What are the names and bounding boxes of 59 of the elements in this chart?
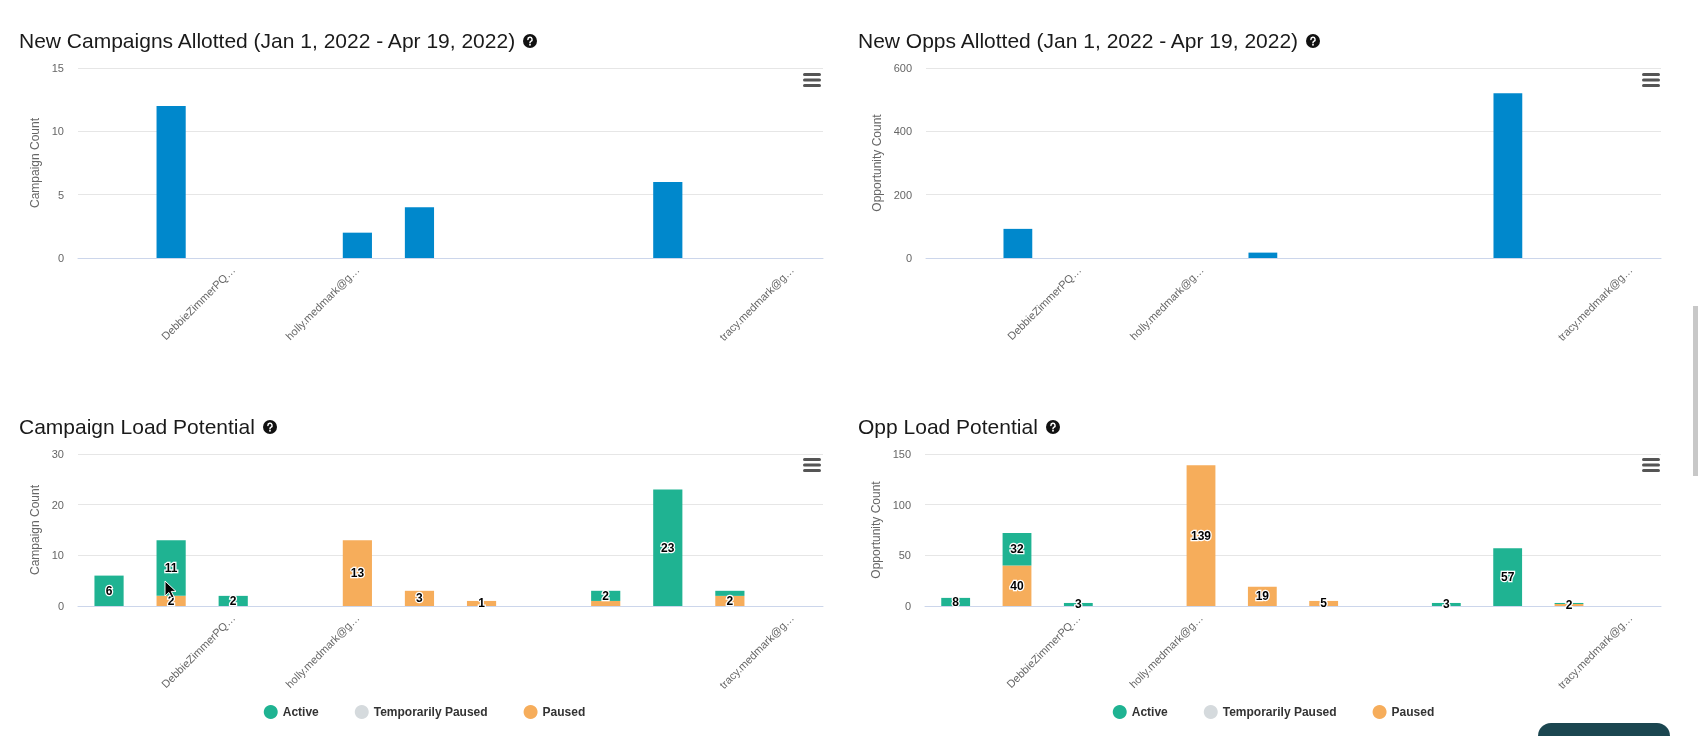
legend-label: Temporarily Paused — [1222, 705, 1337, 719]
bar — [591, 600, 621, 606]
data-label: 13 — [350, 566, 365, 581]
bar — [404, 207, 435, 258]
data-label: 57 — [1500, 570, 1515, 585]
y-tick-label: 30 — [51, 448, 64, 460]
bar — [156, 106, 186, 258]
y-tick-label: 150 — [892, 448, 911, 460]
y-tick-label: 15 — [51, 62, 64, 74]
bar — [342, 540, 372, 606]
bar — [342, 232, 372, 258]
data-label: 8 — [952, 594, 960, 609]
chart-title: New Campaigns Allotted (Jan 1, 2022 - Apr 19, 2022) — [19, 29, 516, 53]
y-tick-label: 600 — [893, 62, 912, 74]
y-tick-label: 0 — [905, 252, 912, 264]
data-label: 2 — [602, 588, 610, 603]
data-label: 11 — [164, 561, 178, 575]
bar — [653, 182, 683, 258]
bar — [715, 590, 745, 596]
y-tick-label: 200 — [893, 188, 912, 201]
data-label: 40 — [1010, 578, 1024, 593]
data-label: 2 — [229, 593, 237, 608]
y-tick-label: 0 — [904, 600, 911, 612]
y-tick-label: 0 — [57, 252, 64, 264]
data-label: 19 — [1255, 589, 1270, 604]
data-label: 139 — [1190, 528, 1212, 543]
y-tick-label: 10 — [51, 125, 64, 138]
bar — [1248, 252, 1278, 258]
legend-label: Paused — [542, 705, 586, 719]
chart-title: New Opps Allotted (Jan 1, 2022 - Apr 19, 2022) — [858, 29, 1299, 53]
data-label: 2 — [726, 593, 734, 608]
y-axis-title: Opportunity Count — [869, 113, 884, 212]
y-tick-label: 10 — [51, 549, 64, 562]
data-label: 6 — [105, 583, 113, 598]
data-label: 32 — [1010, 542, 1024, 557]
bar — [1003, 228, 1033, 258]
bar — [1493, 93, 1523, 258]
data-label: 23 — [661, 540, 675, 555]
bar — [1493, 548, 1523, 606]
legend-label: Temporarily Paused — [373, 705, 488, 719]
chart-title: Opp Load Potential — [858, 415, 1038, 439]
y-tick-label: 100 — [892, 498, 911, 511]
data-label: 2 — [167, 593, 175, 608]
legend-label: Active — [282, 705, 320, 719]
y-axis-title: Campaign Count — [27, 117, 42, 209]
legend-label: Paused — [1391, 705, 1435, 719]
y-tick-label: 20 — [51, 498, 64, 511]
chart-title: Campaign Load Potential — [19, 415, 255, 439]
y-tick-label: 5 — [57, 188, 64, 201]
data-label: 3 — [416, 591, 424, 606]
bar — [94, 575, 124, 606]
y-axis-title: Opportunity Count — [868, 480, 883, 579]
y-tick-label: 400 — [893, 125, 912, 138]
legend-label: Active — [1131, 705, 1169, 719]
y-tick-label: 50 — [898, 549, 911, 562]
y-axis-title: Campaign Count — [27, 484, 42, 576]
y-tick-label: 0 — [57, 600, 64, 612]
bar — [653, 489, 683, 606]
bar — [1186, 465, 1216, 606]
